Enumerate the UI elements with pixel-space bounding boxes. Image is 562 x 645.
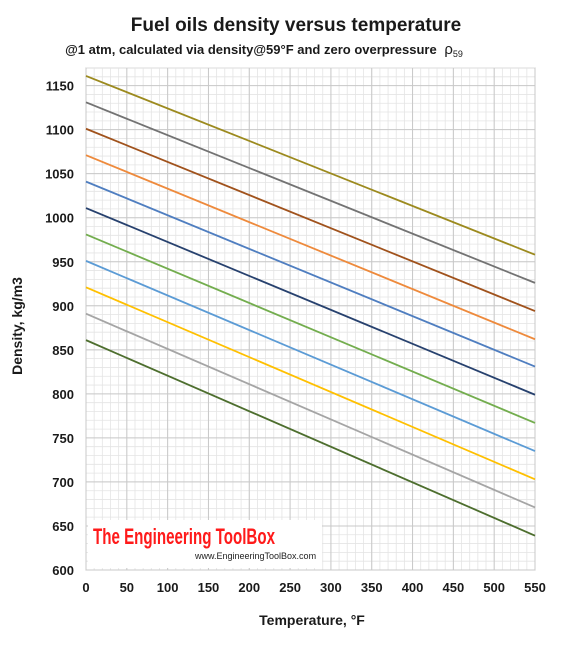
x-tick-label: 200 [238,580,260,595]
y-axis-title: Density, kg/m3 [9,277,25,375]
series-line-10 [85,312,536,509]
series-lines [85,75,536,537]
x-tick-label: 550 [524,580,546,595]
y-tick-label: 800 [52,387,74,402]
chart-subtitle-text: @1 atm, calculated via density@59°F and … [65,42,437,57]
y-tick-label: 1150 [46,79,74,94]
y-tick-label: 900 [52,299,74,314]
series-line-5 [85,180,536,368]
chart-subtitle-symbol: ρ [444,41,453,58]
series-line-2 [85,101,536,284]
watermark-url: www.EngineeringToolBox.com [194,551,316,561]
series-line-11 [85,339,536,537]
y-tick-label: 600 [52,563,74,578]
x-tick-label: 500 [483,580,505,595]
y-tick-label: 650 [52,519,74,534]
x-tick-labels: 0 50 100 150 200 250 300 350 400 450 500 550 [82,580,545,595]
y-tick-labels: 600 650 700 750 800 850 900 950 1000 1050 1100 1150 [45,79,74,578]
watermark-brand: The Engineering ToolBox [93,524,276,549]
x-tick-label: 100 [157,580,179,595]
x-axis-title: Temperature, °F [259,612,365,628]
x-tick-label: 350 [361,580,383,595]
y-tick-label: 950 [52,255,74,270]
chart-subtitle-symbol-sub: 59 [453,49,463,59]
x-tick-label: 450 [443,580,465,595]
x-tick-label: 250 [279,580,301,595]
series-line-9 [85,286,536,481]
chart-title: Fuel oils density versus temperature [131,15,462,36]
series-line-1 [85,75,536,256]
watermark-background [88,520,322,568]
y-tick-label: 700 [52,475,74,490]
x-tick-label: 150 [198,580,220,595]
y-tick-label: 1050 [45,167,74,182]
chart-subtitle: @1 atm, calculated via density@59°F and … [65,41,463,59]
series-line-4 [85,154,536,341]
y-tick-label: 1000 [45,211,74,226]
x-tick-label: 50 [120,580,134,595]
plot-area [85,67,536,571]
series-line-6 [85,207,536,396]
x-tick-label: 300 [320,580,342,595]
series-line-3 [85,127,536,312]
x-tick-label: 0 [82,580,89,595]
watermark-logo: The Engineering ToolBox www.EngineeringT… [88,520,322,568]
series-line-8 [85,260,536,452]
y-tick-label: 850 [52,343,74,358]
series-line-7 [85,233,536,424]
x-tick-label: 400 [402,580,424,595]
y-tick-label: 1100 [46,123,74,138]
y-tick-label: 750 [52,431,74,446]
plot-frame [85,67,536,571]
major-gridlines [85,68,536,571]
